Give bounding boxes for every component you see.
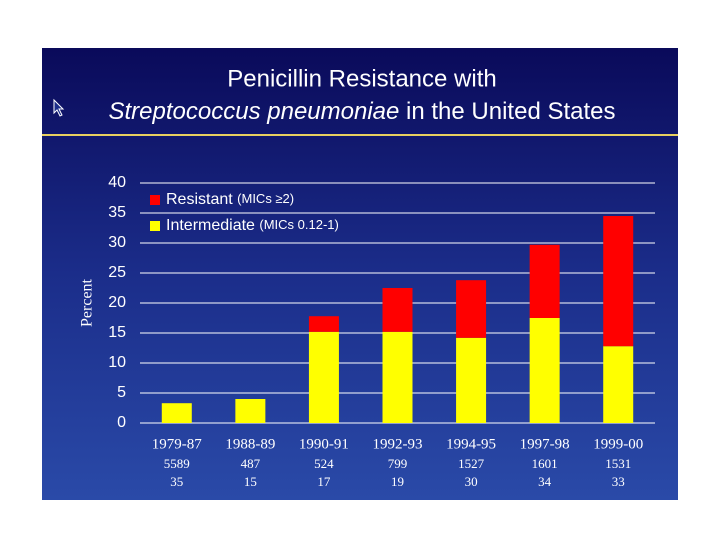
sample-size: 487 — [241, 456, 261, 471]
bar — [235, 399, 266, 423]
lab-count: 30 — [465, 474, 478, 489]
y-tick-label: 40 — [108, 174, 126, 191]
legend-note: (MICs 0.12-1) — [259, 217, 338, 232]
x-tick-label: 1994-95 — [446, 436, 496, 452]
bar — [456, 337, 487, 423]
bar — [308, 316, 339, 332]
title-italic: Streptococcus pneumoniae — [109, 98, 400, 125]
x-tick-label: 1990-91 — [299, 436, 349, 452]
legend-note: (MICs ≥2) — [237, 191, 294, 206]
bar — [603, 216, 634, 347]
bar — [529, 244, 560, 318]
x-tick-label: 1979-87 — [152, 436, 202, 452]
lab-count: 33 — [612, 474, 625, 489]
y-tick-label: 0 — [117, 414, 126, 431]
x-tick-label: 1988-89 — [225, 436, 275, 452]
sample-size: 5589 — [164, 456, 190, 471]
sample-size: 1531 — [605, 456, 631, 471]
chart-title: Penicillin Resistance with — [227, 65, 496, 92]
y-tick-label: 10 — [108, 354, 126, 371]
lab-count: 15 — [244, 474, 257, 489]
legend-name: Resistant — [166, 191, 233, 208]
lab-count: 34 — [538, 474, 552, 489]
bar — [382, 331, 413, 423]
legend-entry: Resistant (MICs ≥2) — [166, 191, 294, 208]
y-tick-label: 20 — [108, 294, 126, 311]
legend-entry: Intermediate (MICs 0.12-1) — [166, 217, 339, 234]
y-tick-label: 35 — [108, 204, 126, 221]
title-rest: in the United States — [406, 98, 615, 125]
legend-name: Intermediate — [166, 217, 255, 234]
lab-count: 17 — [317, 474, 331, 489]
chart-title: Streptococcus pneumoniae in the United S… — [109, 98, 616, 125]
cursor-icon — [53, 98, 65, 117]
bar — [161, 403, 192, 423]
lab-count: 19 — [391, 474, 404, 489]
legend-swatch — [150, 195, 160, 205]
bar — [456, 280, 487, 338]
x-tick-label: 1997-98 — [520, 436, 570, 452]
bar — [308, 331, 339, 423]
legend-swatch — [150, 221, 160, 231]
y-axis-label: Percent — [79, 278, 96, 327]
y-tick-label: 25 — [108, 264, 126, 281]
sample-size: 524 — [314, 456, 334, 471]
y-tick-label: 5 — [117, 384, 126, 401]
sample-size: 799 — [388, 456, 408, 471]
x-tick-label: 1992-93 — [373, 436, 423, 452]
slide-background — [42, 48, 678, 500]
sample-size: 1601 — [532, 456, 558, 471]
x-tick-label: 1999-00 — [593, 436, 643, 452]
lab-count: 35 — [170, 474, 183, 489]
sample-size: 1527 — [458, 456, 485, 471]
bar — [603, 346, 634, 423]
y-tick-label: 30 — [108, 234, 126, 251]
bar — [382, 288, 413, 332]
y-tick-label: 15 — [108, 324, 126, 341]
bar — [529, 318, 560, 423]
